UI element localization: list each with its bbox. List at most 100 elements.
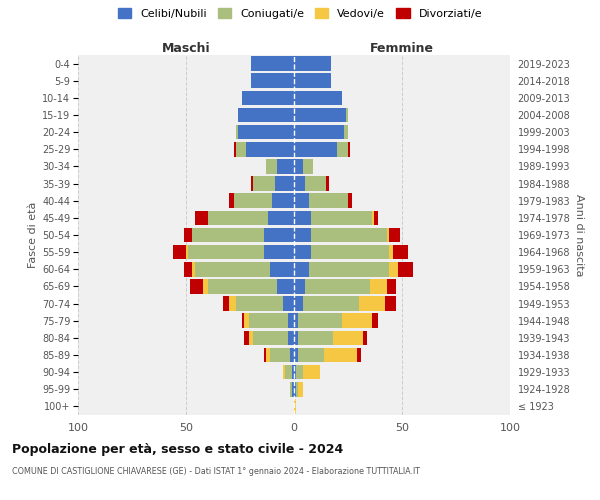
Bar	[264, 228, 294, 242]
Bar	[298, 348, 324, 362]
Bar	[208, 210, 268, 225]
Bar	[203, 279, 208, 293]
Bar	[283, 296, 294, 311]
Bar	[223, 296, 229, 311]
Bar	[298, 382, 302, 396]
Legend: Celibi/Nubili, Coniugati/e, Vedovi/e, Divorziati/e: Celibi/Nubili, Coniugati/e, Vedovi/e, Di…	[118, 8, 482, 19]
Bar	[294, 176, 305, 191]
Text: Popolazione per età, sesso e stato civile - 2024: Popolazione per età, sesso e stato civil…	[12, 442, 343, 456]
Bar	[356, 348, 361, 362]
Bar	[294, 74, 331, 88]
Text: Femmine: Femmine	[370, 42, 434, 55]
Bar	[385, 296, 395, 311]
Bar	[270, 262, 294, 276]
Bar	[348, 194, 352, 208]
Bar	[294, 210, 311, 225]
Bar	[264, 245, 294, 260]
Bar	[236, 142, 247, 156]
Bar	[302, 296, 359, 311]
Bar	[372, 210, 374, 225]
Bar	[359, 296, 385, 311]
Bar	[253, 330, 287, 345]
Bar	[337, 142, 348, 156]
Bar	[264, 348, 266, 362]
Bar	[251, 74, 294, 88]
Bar	[248, 314, 287, 328]
Bar	[208, 279, 277, 293]
Bar	[193, 228, 264, 242]
Bar	[344, 125, 348, 140]
Bar	[173, 245, 186, 260]
Bar	[294, 262, 309, 276]
Bar	[298, 314, 341, 328]
Bar	[302, 365, 320, 380]
Bar	[292, 382, 294, 396]
Bar	[229, 296, 236, 311]
Bar	[292, 365, 294, 380]
Bar	[272, 194, 294, 208]
Bar	[324, 348, 356, 362]
Bar	[242, 314, 244, 328]
Bar	[294, 365, 296, 380]
Bar	[184, 262, 193, 276]
Bar	[374, 210, 378, 225]
Bar	[294, 159, 302, 174]
Bar	[294, 142, 337, 156]
Bar	[326, 176, 329, 191]
Bar	[302, 159, 313, 174]
Bar	[389, 245, 394, 260]
Bar	[389, 228, 400, 242]
Bar	[244, 314, 248, 328]
Bar	[294, 108, 346, 122]
Bar	[270, 348, 290, 362]
Bar	[294, 330, 298, 345]
Bar	[244, 330, 248, 345]
Bar	[275, 176, 294, 191]
Bar	[294, 56, 331, 71]
Bar	[194, 262, 270, 276]
Bar	[238, 125, 294, 140]
Y-axis label: Fasce di età: Fasce di età	[28, 202, 38, 268]
Text: COMUNE DI CASTIGLIONE CHIAVARESE (GE) - Dati ISTAT 1° gennaio 2024 - Elaborazion: COMUNE DI CASTIGLIONE CHIAVARESE (GE) - …	[12, 468, 420, 476]
Bar	[186, 245, 188, 260]
Bar	[294, 382, 296, 396]
Bar	[294, 279, 305, 293]
Bar	[309, 194, 348, 208]
Bar	[290, 348, 294, 362]
Bar	[372, 314, 378, 328]
Bar	[287, 314, 294, 328]
Bar	[346, 108, 348, 122]
Bar	[305, 176, 326, 191]
Text: Maschi: Maschi	[161, 42, 211, 55]
Bar	[283, 365, 286, 380]
Bar	[294, 245, 311, 260]
Bar	[229, 194, 233, 208]
Bar	[294, 296, 302, 311]
Bar	[294, 90, 341, 105]
Bar	[294, 314, 298, 328]
Bar	[194, 210, 208, 225]
Bar	[248, 330, 253, 345]
Bar	[296, 382, 298, 396]
Bar	[287, 330, 294, 345]
Bar	[370, 279, 387, 293]
Bar	[184, 228, 193, 242]
Bar	[236, 125, 238, 140]
Bar	[294, 348, 298, 362]
Bar	[266, 348, 270, 362]
Bar	[233, 142, 236, 156]
Bar	[294, 399, 296, 413]
Bar	[266, 159, 277, 174]
Bar	[294, 125, 344, 140]
Bar	[290, 382, 292, 396]
Bar	[348, 142, 350, 156]
Bar	[394, 245, 409, 260]
Bar	[238, 108, 294, 122]
Bar	[190, 279, 203, 293]
Bar	[251, 176, 253, 191]
Bar	[236, 296, 283, 311]
Y-axis label: Anni di nascita: Anni di nascita	[574, 194, 584, 276]
Bar	[341, 314, 372, 328]
Bar	[298, 330, 333, 345]
Bar	[233, 194, 272, 208]
